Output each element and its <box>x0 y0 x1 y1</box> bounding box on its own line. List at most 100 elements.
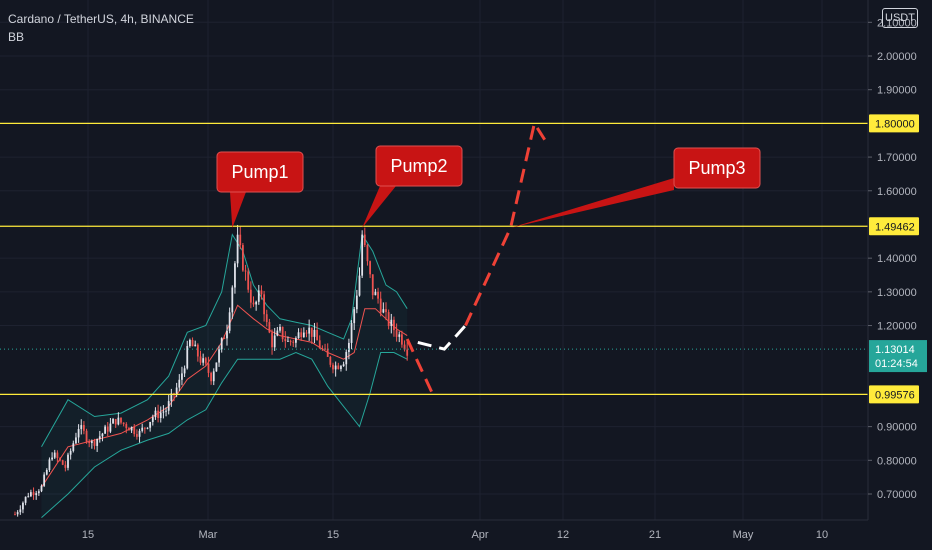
candle-body <box>37 491 40 494</box>
candle-body <box>281 326 284 340</box>
candle-body <box>239 234 242 246</box>
level-badge-label: 0.99576 <box>875 389 915 401</box>
candle-body <box>401 334 403 345</box>
candle-body <box>355 295 358 310</box>
candle-body <box>194 344 197 347</box>
candle-body <box>387 312 390 327</box>
bb-fill <box>41 234 408 518</box>
candle-body <box>234 263 236 288</box>
pump-callouts[interactable]: Pump1 Pump2 Pump3 <box>216 145 761 228</box>
price-axis[interactable]: 2.10000 0.70000 0.80000 0.90000 1.20000 1.300… <box>867 0 917 520</box>
candle-body <box>181 373 183 380</box>
candle-body <box>170 393 173 402</box>
candle-body <box>43 474 46 486</box>
price-tick-label: 2.00000 <box>877 51 917 63</box>
candle-body <box>51 457 53 460</box>
candle-body <box>297 332 300 339</box>
candle-body <box>361 234 364 276</box>
candle-body <box>257 290 260 302</box>
candle-body <box>77 429 80 438</box>
candle-body <box>398 334 401 337</box>
candle-body <box>48 459 51 470</box>
callout-pointer <box>362 186 396 228</box>
candle-body <box>287 340 289 342</box>
price-tick-label: 2.10000 <box>877 17 917 29</box>
candle-body <box>385 309 387 313</box>
horizontal-levels[interactable]: 1.80000 1.49462 0.99576 1.13014 01:24:54 <box>0 114 927 404</box>
candle-body <box>350 323 353 343</box>
candle-body <box>249 289 252 303</box>
candle-body <box>101 433 104 437</box>
candle-body <box>104 426 106 434</box>
candle-body <box>30 492 32 497</box>
current-price-label: 1.13014 <box>875 344 915 356</box>
indicator-legend[interactable]: BB <box>8 30 25 44</box>
price-tick-label: 1.90000 <box>877 85 917 97</box>
candle-body <box>186 346 189 369</box>
time-tick-label: Apr <box>471 529 488 541</box>
candle-body <box>16 512 19 515</box>
candle-body <box>183 368 186 374</box>
candle-body <box>265 314 268 323</box>
candle-body <box>337 365 340 369</box>
candle-body <box>109 423 112 432</box>
candle-body <box>231 287 234 313</box>
time-tick-label: 15 <box>327 529 339 541</box>
candle-body <box>310 327 313 337</box>
candle-body <box>276 330 279 336</box>
candle-body <box>326 348 329 357</box>
candle-body <box>374 291 377 296</box>
candle-body <box>223 338 226 340</box>
candle-body <box>130 426 133 431</box>
time-axis[interactable]: 15 Mar 15 Apr 12 21 May 10 <box>0 519 868 541</box>
callout-label: Pump1 <box>231 162 288 182</box>
time-tick-label: 15 <box>82 529 94 541</box>
candle-body <box>263 294 265 315</box>
candle-body <box>75 437 77 444</box>
candle-body <box>260 290 263 295</box>
candle-body <box>220 338 223 350</box>
candle-body <box>334 365 337 370</box>
callout-pointer <box>510 178 674 228</box>
candle-body <box>93 441 96 446</box>
candle-body <box>300 332 303 338</box>
projection-path[interactable] <box>405 119 547 397</box>
symbol-title: Cardano / TetherUS, 4h, BINANCE <box>8 12 194 26</box>
candle-body <box>316 329 318 341</box>
candle-body <box>348 342 350 352</box>
level-badge <box>869 114 919 133</box>
candle-body <box>406 349 409 356</box>
bar-countdown-label: 01:24:54 <box>875 358 918 370</box>
candle-body <box>178 379 181 388</box>
candle-body <box>218 349 220 363</box>
candle-body <box>196 344 199 357</box>
candle-body <box>329 356 332 365</box>
candle-body <box>379 298 382 313</box>
candle-body <box>14 514 16 516</box>
candle-body <box>390 319 393 327</box>
candle-body <box>106 426 109 432</box>
candle-body <box>382 309 385 313</box>
price-tick-label: 1.30000 <box>877 287 917 299</box>
candle-body <box>125 424 128 429</box>
candle-body <box>120 417 122 423</box>
candle-body <box>358 275 361 296</box>
currency-button[interactable]: USDT <box>882 8 918 28</box>
candle-body <box>149 422 152 428</box>
candle-body <box>226 330 228 339</box>
candle-body <box>117 417 120 425</box>
candle-body <box>212 371 215 382</box>
candle-body <box>236 234 239 264</box>
candle-body <box>340 366 342 369</box>
candle-body <box>53 452 56 458</box>
candle-body <box>215 362 218 372</box>
candle-body <box>85 430 88 442</box>
candle-body <box>24 496 27 503</box>
candle-body <box>162 411 165 413</box>
candle-body <box>273 335 276 348</box>
candle-body <box>210 372 212 382</box>
bb-upper-line <box>41 233 408 448</box>
candle-body <box>45 469 48 475</box>
candle-body <box>146 427 149 429</box>
